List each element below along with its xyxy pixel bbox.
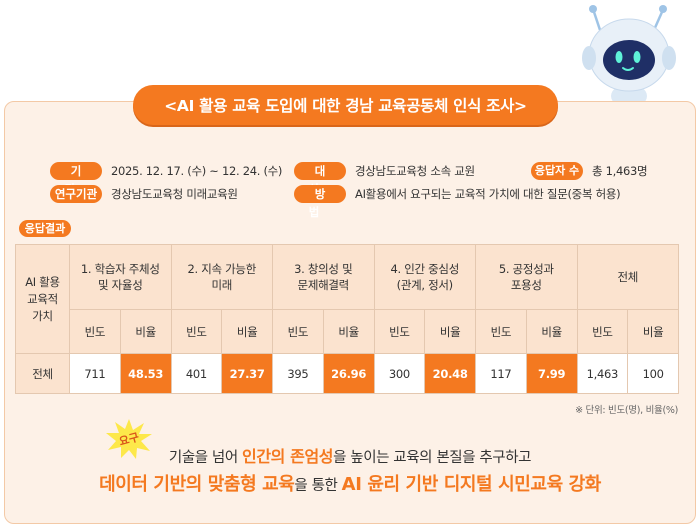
cell-ratio: 27.37 [221,353,273,394]
subheader-ratio: 비율 [627,309,679,354]
subheader-freq: 빈도 [272,309,324,354]
col-line: 및 자율성 [98,278,143,292]
target-value: 경상남도교육청 소속 교원 [355,164,475,178]
cell-ratio: 100 [627,353,679,394]
summary-line-1: 기술을 넘어 인간의 존엄성을 높이는 교육의 본질을 추구하고 [0,443,700,467]
page-title: <AI 활용 교육 도입에 대한 경남 교육공동체 인식 조사> [133,85,558,125]
method-tag: 방법 [294,185,346,219]
starburst-icon [106,419,152,459]
col-line: 전체 [617,270,639,284]
col-line: 5. 공정성과 [498,262,554,276]
period-value: 2025. 12. 17. (수) ~ 12. 24. (수) [111,164,283,178]
col-line: 1. 학습자 주체성 [80,262,160,276]
subheader-ratio: 비율 [424,309,476,354]
corner-line: 가치 [32,308,53,323]
corner-header: AI 활용 교육적 가치 [15,244,70,354]
col-line: 문제해결력 [297,278,350,292]
col-line: 미래 [211,278,233,292]
summary-text: 기술을 넘어 [168,450,243,466]
cell-ratio: 26.96 [322,353,375,394]
respondents-tag: 응답자 수 [531,162,583,180]
unit-note: ※ 단위: 빈도(명), 비율(%) [575,405,678,416]
subheader-ratio: 비율 [119,309,172,354]
col-line: 2. 지속 가능한 [187,262,257,276]
subheader-ratio: 비율 [525,309,578,354]
summary-text: 을 높이는 교육의 본질을 추구하고 [333,450,532,466]
col-line: 3. 창의성 및 [294,262,353,276]
subheader-ratio: 비율 [322,309,375,354]
summary-highlight: 인간의 존엄성 [242,447,334,466]
summary-highlight: AI 윤리 기반 디지털 시민교육 강화 [341,474,602,495]
row-label: 전체 [15,353,70,394]
institution-tag: 연구기관 [50,185,102,203]
cell-freq: 401 [170,353,223,394]
cell-ratio: 20.48 [424,353,476,394]
subheader-freq: 빈도 [475,309,527,354]
corner-line: AI 활용 [25,274,60,289]
col-line: 4. 인간 중심성 [390,262,460,276]
summary-line-2: 데이터 기반의 맞춤형 교육을 통한 AI 윤리 기반 디지털 시민교육 강화 [0,470,700,496]
respondents-value: 총 1,463명 [592,164,648,178]
target-tag: 대상 [294,162,346,196]
info-period: 기간 2025. 12. 17. (수) ~ 12. 24. (수) [50,162,283,196]
cell-freq: 395 [272,353,324,394]
subheader-ratio: 비율 [221,309,273,354]
cell-ratio: 48.53 [119,353,172,394]
info-respondents: 응답자 수 총 1,463명 [531,162,648,180]
summary-highlight: 데이터 기반의 맞춤형 교육 [99,474,295,495]
cell-freq: 1,463 [576,353,629,394]
summary-text: 을 통한 [294,478,342,494]
result-tag: 응답결과 [19,220,71,237]
corner-line: 교육적 [27,291,58,306]
column-header-total: 전체 [576,244,679,310]
cell-freq: 117 [475,353,527,394]
info-institution: 연구기관 경상남도교육청 미래교육원 [50,185,238,203]
subheader-freq: 빈도 [576,309,629,354]
method-value: AI활용에서 요구되는 교육적 가치에 대한 질문(중복 허용) [355,187,621,201]
info-method: 방법 AI활용에서 요구되는 교육적 가치에 대한 질문(중복 허용) [294,185,621,219]
subheader-freq: 빈도 [69,309,121,354]
period-tag: 기간 [50,162,102,196]
col-line: (관계, 정서) [396,278,454,292]
col-line: 포용성 [510,278,542,292]
robot-mascot-icon [582,5,676,108]
cell-freq: 300 [373,353,426,394]
institution-value: 경상남도교육청 미래교육원 [111,187,238,201]
info-target: 대상 경상남도교육청 소속 교원 [294,162,475,196]
cell-ratio: 7.99 [525,353,578,394]
subheader-freq: 빈도 [373,309,426,354]
cell-freq: 711 [69,353,121,394]
subheader-freq: 빈도 [170,309,223,354]
column-header: 4. 인간 중심성 (관계, 정서) [373,244,476,310]
